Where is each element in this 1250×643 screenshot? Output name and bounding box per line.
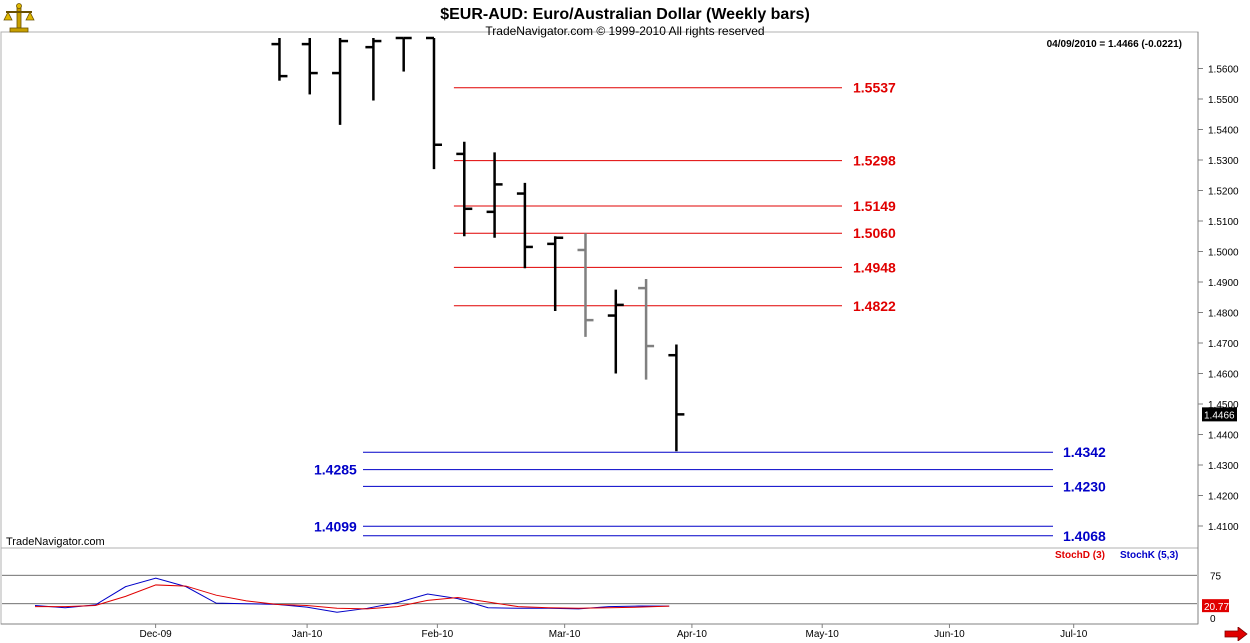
chart-title: $EUR-AUD: Euro/Australian Dollar (Weekly… [440, 6, 810, 23]
price-tick-label: 1.5400 [1208, 126, 1239, 137]
time-axis-label: Jul-10 [1060, 629, 1088, 640]
stoch-last-box [1202, 599, 1229, 613]
ohlc-bars [271, 36, 685, 452]
price-tick-label: 1.5100 [1208, 217, 1239, 228]
last-price-readout: 04/09/2010 = 1.4466 (-0.0221) [1047, 39, 1182, 50]
time-axis-label: Jun-10 [934, 629, 965, 640]
price-tick-label: 1.5500 [1208, 95, 1239, 106]
resistance-label: 1.5060 [853, 225, 896, 241]
price-tick-label: 1.5200 [1208, 187, 1239, 198]
stoch-plot-frame [0, 547, 1199, 625]
time-axis-label: Apr-10 [677, 629, 707, 640]
price-tick-label: 1.5000 [1208, 248, 1239, 259]
chart-subtitle: TradeNavigator.com © 1999-2010 All right… [485, 24, 764, 38]
price-tick-label: 1.4200 [1208, 492, 1239, 503]
price-tick-label: 1.5600 [1208, 65, 1239, 76]
resistance-label: 1.4948 [853, 259, 896, 275]
stoch-legend-item: StochK (5,3) [1120, 550, 1178, 561]
price-tick-label: 1.4500 [1208, 400, 1239, 411]
support-label: 1.4285 [314, 462, 357, 478]
stoch-series-line [34, 577, 670, 613]
price-tick-label: 1.4400 [1208, 431, 1239, 442]
main-plot-frame [0, 31, 1199, 549]
red-arrow-right-icon[interactable] [1224, 627, 1248, 641]
support-label: 1.4068 [1063, 528, 1106, 544]
price-tick-label: 1.4300 [1208, 461, 1239, 472]
price-tick-label: 1.4100 [1208, 522, 1239, 533]
time-axis-labels: Dec-09 Jan-10 Feb-10 Mar-10 Apr-10 May-10 Jun-… [139, 624, 1088, 640]
price-tick-label: 1.4800 [1208, 309, 1239, 320]
stochastic-panel: 75250StochD (3)StochK (5,3)20.77 [2, 550, 1229, 625]
price-tick-label: 1.4700 [1208, 339, 1239, 350]
time-axis-label: May-10 [806, 629, 840, 640]
last-price-box [1202, 407, 1237, 422]
time-axis-label: Dec-09 [139, 629, 172, 640]
support-label: 1.4230 [1063, 478, 1106, 494]
stoch-tick-label: 75 [1210, 571, 1222, 582]
time-axis-label: Feb-10 [422, 629, 454, 640]
last-price-marker: 1.4466 [1202, 407, 1237, 422]
resistance-levels: 1.5537 1.5298 1.5149 1.5060 1.4948 1.4822 [453, 80, 896, 314]
time-axis-label: Mar-10 [549, 629, 581, 640]
resistance-label: 1.5298 [853, 153, 896, 169]
price-tick-label: 1.5300 [1208, 156, 1239, 167]
watermark: TradeNavigator.com [6, 536, 105, 548]
time-axis-label: Jan-10 [292, 629, 323, 640]
resistance-label: 1.5537 [853, 80, 896, 96]
support-label: 1.4099 [314, 518, 357, 534]
price-tick-label: 1.4600 [1208, 370, 1239, 381]
support-levels: 1.4342 1.4285 1.4230 1.4099 1.4068 [314, 444, 1106, 544]
price-axis-ticks: 1.4100 1.4200 1.4300 1.4400 1.4500 1.4600 1.47… [1198, 65, 1239, 533]
last-price-label: 1.4466 [1204, 410, 1235, 421]
trophy-scale-icon [3, 3, 35, 33]
stoch-last-label: 20.77 [1204, 602, 1229, 613]
resistance-label: 1.5149 [853, 198, 896, 214]
stoch-legend-item: StochD (3) [1055, 550, 1105, 561]
stoch-series-line [35, 584, 670, 610]
support-label: 1.4342 [1063, 444, 1106, 460]
price-tick-label: 1.4900 [1208, 278, 1239, 289]
stoch-tick-label: 0 [1210, 614, 1216, 625]
resistance-label: 1.4822 [853, 298, 896, 314]
